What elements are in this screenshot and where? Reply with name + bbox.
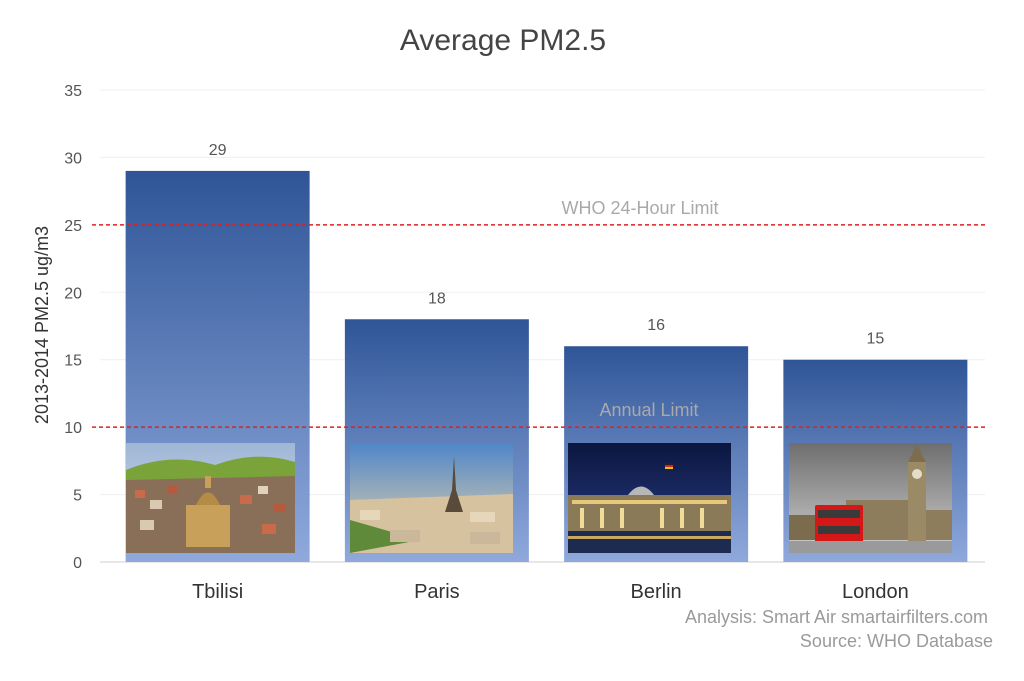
berlin-photo [568,443,731,553]
data-label: 29 [209,142,227,159]
y-tick-label: 15 [64,353,82,370]
y-tick-label: 0 [73,555,82,572]
paris-photo [350,443,513,553]
category-label: Paris [414,581,460,603]
tbilisi-photo [126,443,295,553]
y-axis-ticks: 0 5 10 15 20 25 30 35 [64,83,82,572]
y-tick-label: 10 [64,420,82,437]
data-label: 15 [866,331,884,348]
source-credit: Source: WHO Database [800,631,993,651]
category-label: Berlin [631,581,682,603]
london-photo [789,443,952,553]
category-labels: Tbilisi Paris Berlin London [192,581,909,603]
category-label: Tbilisi [192,581,243,603]
data-label: 18 [428,290,446,307]
category-label: London [842,581,909,603]
data-labels: 29 18 16 15 [209,142,885,348]
reference-line-label: WHO 24-Hour Limit [561,198,718,218]
reference-lines: WHO 24-Hour Limit Annual Limit [92,198,988,428]
analysis-credit: Analysis: Smart Air smartairfilters.com [685,607,988,627]
y-axis-label: 2013-2014 PM2.5 ug/m3 [32,226,52,424]
y-tick-label: 30 [64,150,82,167]
chart-title: Average PM2.5 [400,24,606,57]
y-tick-label: 5 [73,488,82,505]
data-label: 16 [647,317,665,334]
y-tick-label: 25 [64,218,82,235]
reference-line-label: Annual Limit [599,400,698,420]
y-tick-label: 20 [64,285,82,302]
y-tick-label: 35 [64,83,82,100]
